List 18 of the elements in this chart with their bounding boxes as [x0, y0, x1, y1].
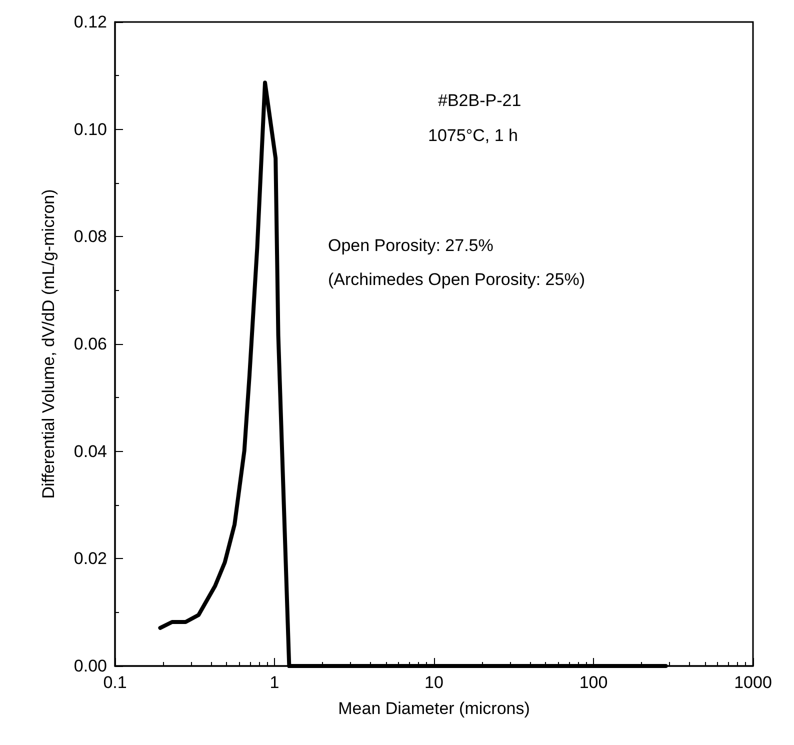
annotation: (Archimedes Open Porosity: 25%) — [328, 270, 585, 289]
y-axis-title: Differential Volume, dV/dD (mL/g-micron) — [39, 189, 58, 499]
x-tick-label: 10 — [424, 673, 444, 692]
y-tick-label: 0.04 — [74, 442, 107, 461]
y-tick-label: 0.00 — [74, 656, 107, 676]
y-tick-label: 0.06 — [74, 334, 107, 354]
x-tick-label: 0.1 — [103, 673, 127, 692]
annotation: 1075°C, 1 h — [428, 126, 518, 145]
x-axis-title: Mean Diameter (microns) — [338, 699, 530, 718]
x-tick-label: 1000 — [734, 673, 772, 692]
y-tick-label: 0.12 — [74, 12, 107, 32]
y-tick-label: 0.10 — [74, 120, 107, 139]
x-tick-label: 100 — [579, 673, 608, 692]
annotation: #B2B-P-21 — [438, 91, 522, 110]
y-tick-label: 0.08 — [74, 227, 107, 246]
y-tick-label: 0.02 — [74, 549, 107, 568]
x-tick-label: 1 — [270, 673, 280, 692]
annotation: Open Porosity: 27.5% — [328, 236, 494, 255]
